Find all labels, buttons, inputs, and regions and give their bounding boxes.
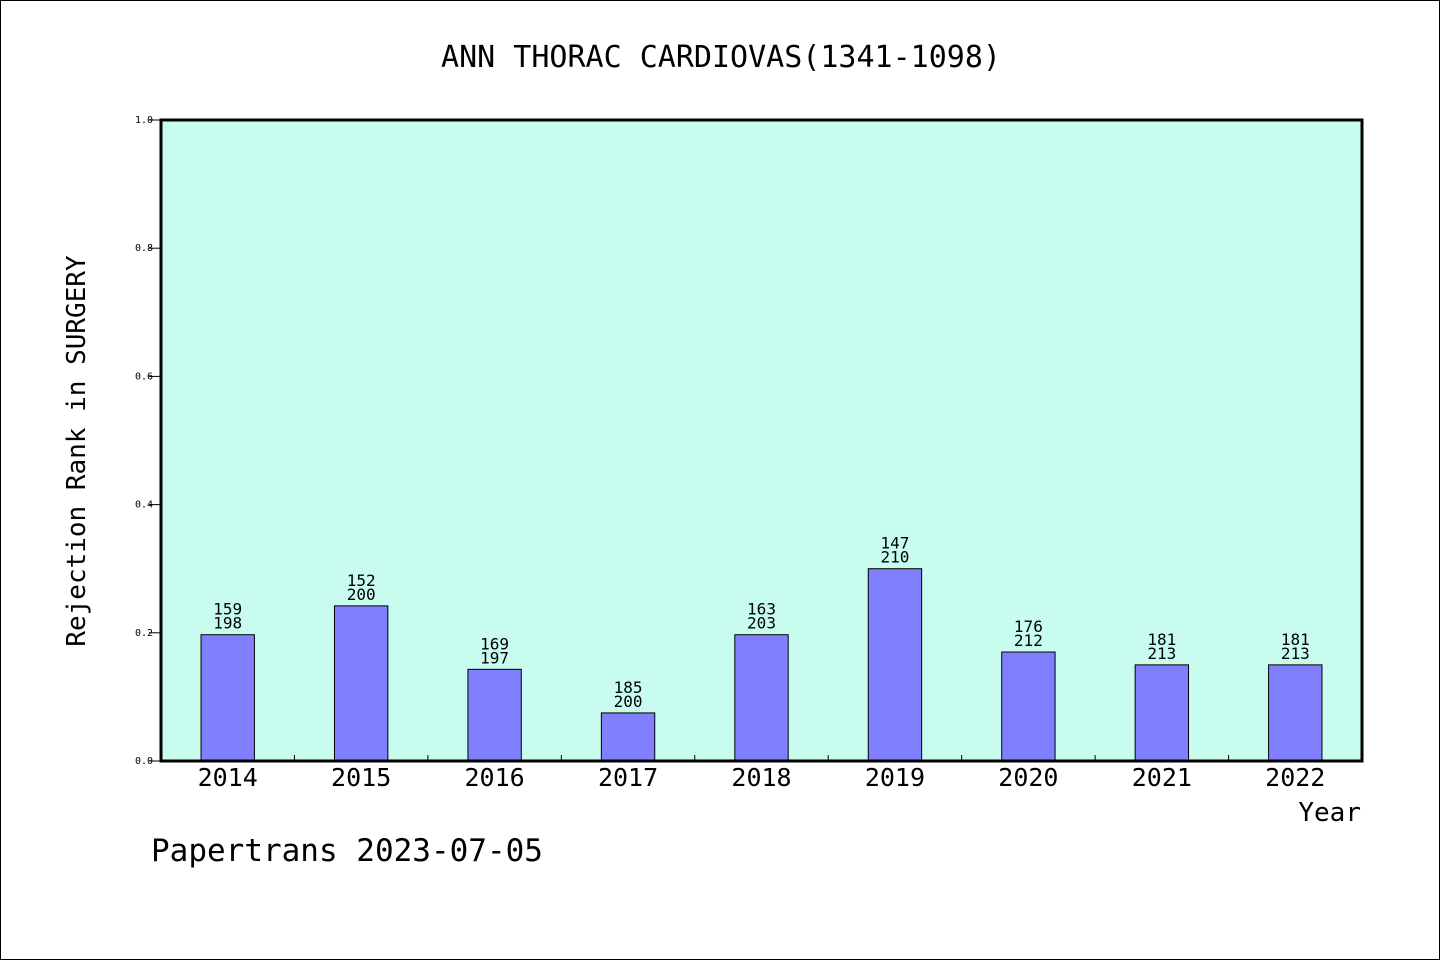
x-tick-label-2021: 2021: [1132, 763, 1192, 792]
bar-2016: [467, 668, 522, 762]
bar-label-top-2017: 185: [614, 678, 643, 697]
y-tick-label: 1.0: [135, 115, 153, 126]
y-tick-label: 0.6: [135, 371, 153, 382]
bar-label-bottom-2020: 212: [1014, 631, 1043, 650]
bar-label-top-2021: 181: [1147, 630, 1176, 649]
y-axis: 0.0 0.2 0.4 0.6 0.8 1.0: [135, 115, 161, 767]
bar-label-bottom-2016: 197: [480, 648, 509, 667]
plot-frame: [159, 118, 1364, 763]
x-tick-label-2015: 2015: [331, 763, 391, 792]
x-tick-label-2018: 2018: [731, 763, 791, 792]
x-tick-label-2017: 2017: [598, 763, 658, 792]
bar-label-bottom-2017: 200: [614, 692, 643, 711]
bar-label-bottom-2021: 213: [1147, 644, 1176, 663]
bar-label-bottom-2014: 198: [213, 614, 242, 633]
x-tick-label-2022: 2022: [1265, 763, 1325, 792]
bar-label-bottom-2018: 203: [747, 614, 776, 633]
bar-label-top-2015: 152: [347, 571, 376, 590]
y-axis-label: Rejection Rank in SURGERY: [62, 255, 92, 647]
x-tick-label-2014: 2014: [198, 763, 258, 792]
bar-label-bottom-2015: 200: [347, 585, 376, 604]
y-tick-label: 0.8: [135, 243, 153, 254]
x-tick-label-2016: 2016: [465, 763, 525, 792]
bar-2019: [867, 568, 923, 762]
bar-label-bottom-2022: 213: [1281, 644, 1310, 663]
bar-2022: [1268, 664, 1323, 762]
bar-label-top-2016: 169: [480, 634, 509, 653]
bar-label-top-2014: 159: [213, 600, 242, 619]
bar-2015: [333, 605, 389, 762]
bar-label-top-2019: 147: [880, 534, 909, 553]
x-axis-label: Year: [1298, 798, 1361, 828]
chart-title: ANN THORAC CARDIOVAS(1341-1098): [441, 40, 1001, 75]
bar-2020: [1001, 651, 1056, 762]
bar-label-top-2022: 181: [1281, 630, 1310, 649]
bar-2021: [1134, 664, 1190, 762]
bars: 1591981522001691971852001632031472101762…: [200, 534, 1323, 762]
bar-2014: [200, 634, 255, 762]
x-axis: 2014 2015 2016 2017 2018 2019 2020 2021 2022: [198, 755, 1325, 792]
footer-text: Papertrans 2023-07-05: [151, 833, 543, 869]
x-tick-label-2020: 2020: [998, 763, 1058, 792]
bar-2018: [734, 634, 789, 762]
bar-2017: [600, 712, 656, 762]
x-tick-label-2019: 2019: [865, 763, 925, 792]
y-tick-label: 0.2: [135, 628, 153, 639]
y-tick-label: 0.0: [135, 756, 153, 767]
bar-label-top-2018: 163: [747, 600, 776, 619]
bar-label-top-2020: 176: [1014, 617, 1043, 636]
bar-label-bottom-2019: 210: [880, 548, 909, 567]
y-tick-label: 0.4: [135, 500, 153, 511]
